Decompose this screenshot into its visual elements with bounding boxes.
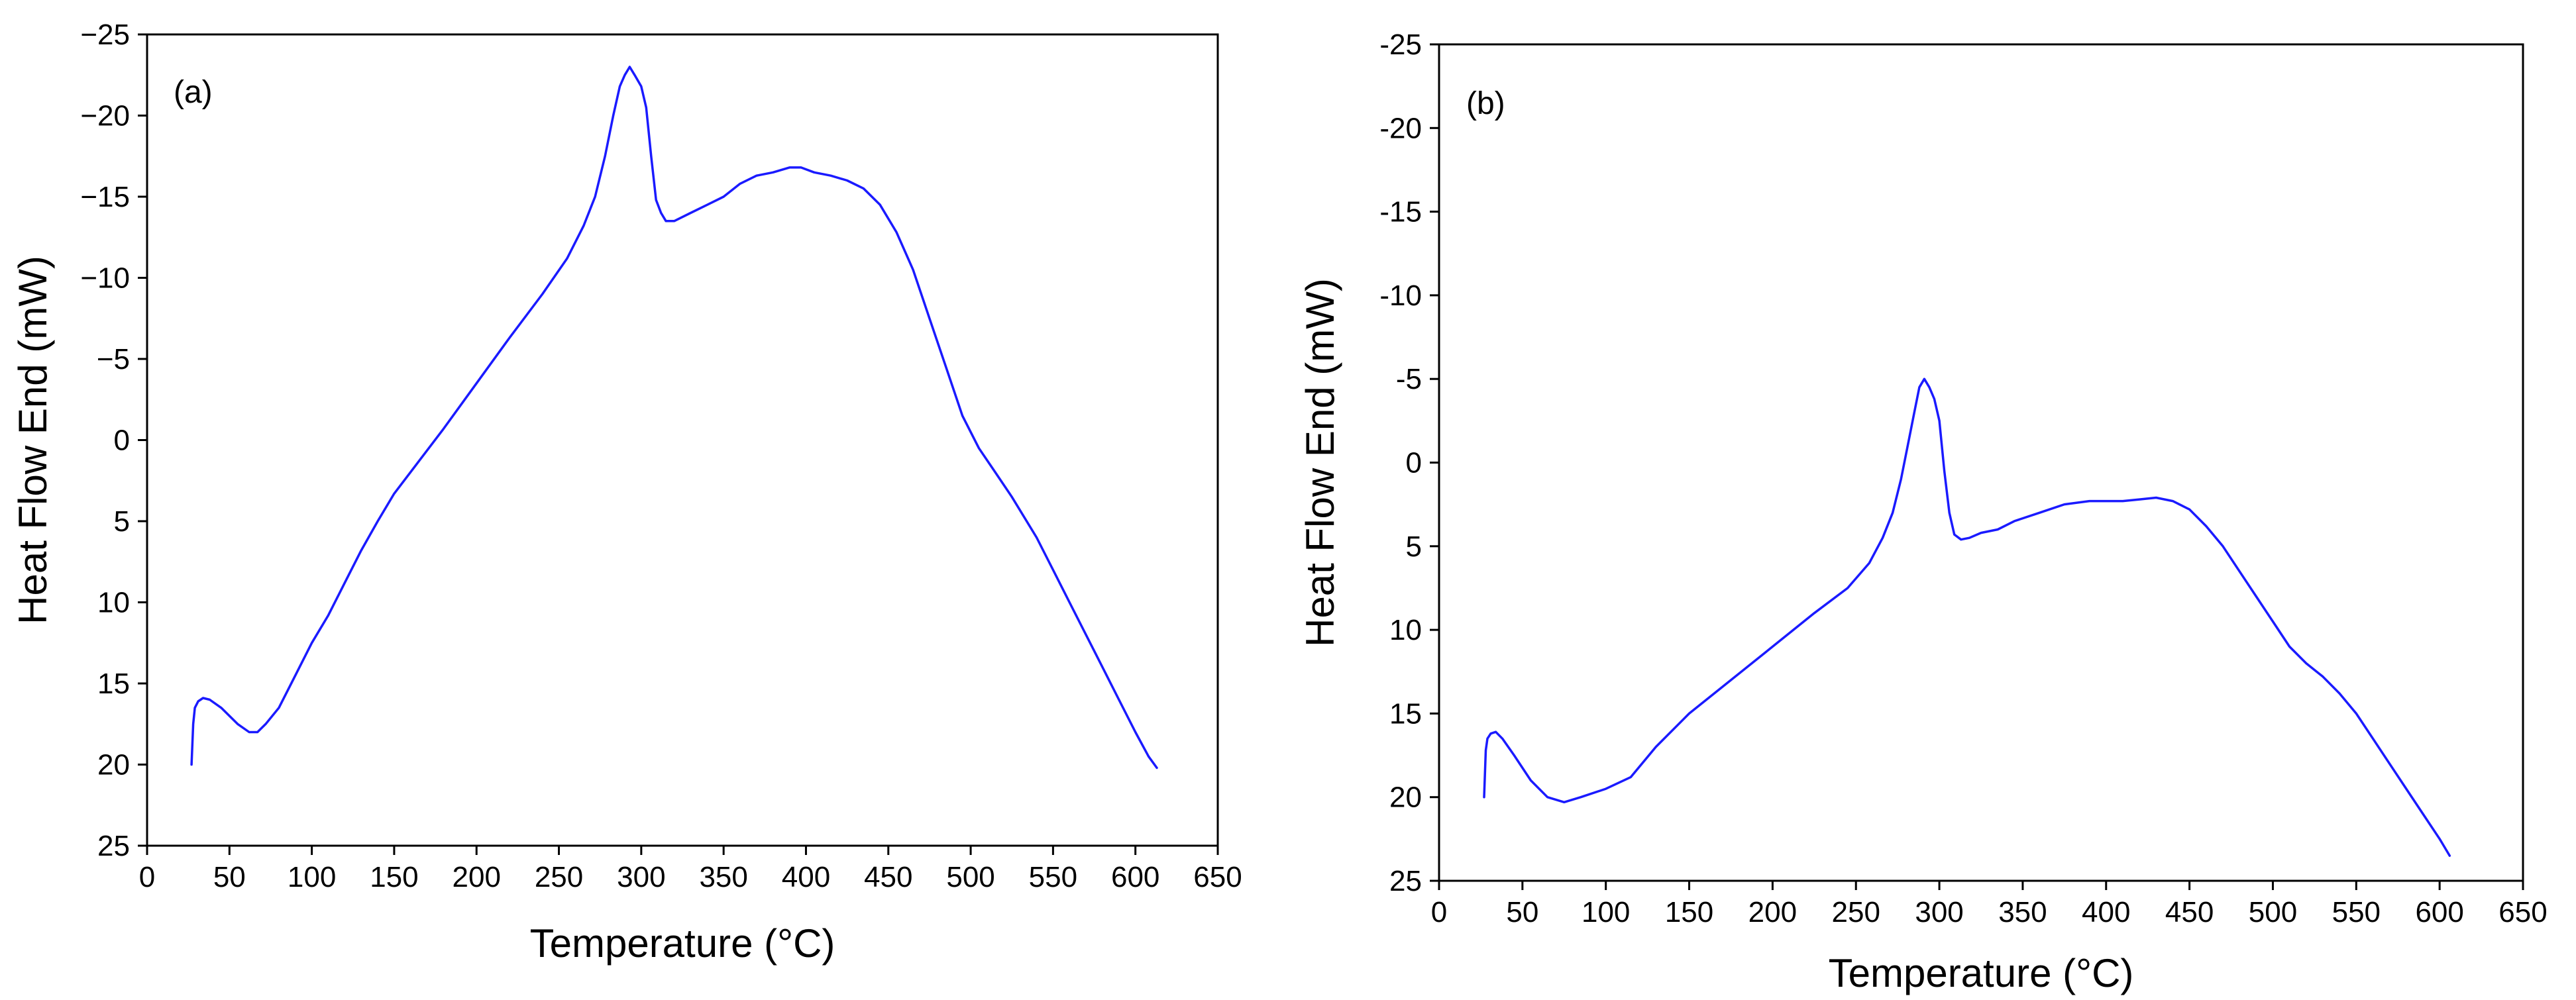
y-tick-label: −15	[80, 181, 130, 213]
x-tick-label: 600	[2415, 896, 2463, 928]
x-tick-label: 0	[139, 861, 155, 893]
x-tick-label: 150	[370, 861, 418, 893]
plot-frame	[1438, 43, 2524, 882]
x-tick-label: 500	[2249, 896, 2297, 928]
y-tick-label: 15	[1389, 697, 1422, 730]
y-tick-label: -10	[1379, 279, 1422, 312]
y-tick-label: −25	[80, 19, 130, 51]
x-tick-label: 450	[864, 861, 912, 893]
y-tick-label: −10	[80, 262, 130, 295]
x-tick-label: 550	[2332, 896, 2381, 928]
x-axis-title: Temperature (°C)	[1829, 951, 2134, 995]
x-tick-label: 650	[2498, 896, 2547, 928]
x-tick-label: 100	[1582, 896, 1630, 928]
y-tick-label: −20	[80, 100, 130, 132]
y-axis-title: Heat Flow End (mW)	[1298, 278, 1342, 647]
y-tick-label: 5	[114, 505, 130, 538]
x-tick-label: 0	[1431, 896, 1447, 928]
x-tick-label: 400	[782, 861, 830, 893]
y-tick-label: 25	[1389, 865, 1422, 897]
y-tick-label: 25	[97, 830, 130, 862]
x-tick-label: 300	[617, 861, 665, 893]
x-tick-label: 150	[1665, 896, 1713, 928]
y-tick-label: 0	[114, 425, 130, 457]
y-tick-label: -5	[1396, 363, 1422, 395]
x-tick-label: 200	[453, 861, 501, 893]
y-tick-label: -15	[1379, 196, 1422, 228]
panel-label: (b)	[1466, 86, 1505, 121]
x-tick-label: 200	[1748, 896, 1797, 928]
y-tick-label: -25	[1379, 28, 1422, 61]
x-tick-label: 50	[1506, 896, 1538, 928]
y-tick-label: 15	[97, 668, 130, 700]
x-tick-label: 400	[2082, 896, 2130, 928]
plot-frame	[146, 33, 1219, 847]
y-tick-label: -20	[1379, 112, 1422, 144]
series-line-a	[190, 66, 1158, 770]
panel-a: 0 50 100 150 200 250 300 350 400 450 500 550 600 650−…	[11, 19, 1242, 966]
x-tick-label: 50	[213, 861, 246, 893]
series-line-b	[1483, 377, 2451, 857]
y-tick-label: 0	[1406, 447, 1422, 479]
panel-b: 0 50 100 150 200 250 300 350 400 450 500 550 600 650-…	[1298, 28, 2548, 995]
y-tick-label: −5	[97, 343, 130, 375]
x-tick-label: 600	[1111, 861, 1159, 893]
x-tick-label: 350	[1998, 896, 2047, 928]
panel-label: (a)	[174, 75, 213, 110]
y-axis-title: Heat Flow End (mW)	[11, 256, 55, 625]
x-tick-label: 550	[1029, 861, 1077, 893]
x-tick-label: 500	[946, 861, 994, 893]
y-tick-label: 10	[1389, 614, 1422, 646]
y-tick-label: 5	[1406, 530, 1422, 563]
x-axis-title: Temperature (°C)	[530, 921, 835, 966]
x-tick-label: 650	[1193, 861, 1242, 893]
y-tick-label: 20	[97, 749, 130, 781]
y-tick-label: 20	[1389, 781, 1422, 814]
x-tick-label: 250	[535, 861, 583, 893]
x-tick-label: 450	[2165, 896, 2214, 928]
x-tick-label: 250	[1832, 896, 1880, 928]
x-tick-label: 300	[1915, 896, 1963, 928]
y-tick-label: 10	[97, 587, 130, 619]
x-tick-label: 100	[288, 861, 336, 893]
x-tick-label: 350	[699, 861, 747, 893]
